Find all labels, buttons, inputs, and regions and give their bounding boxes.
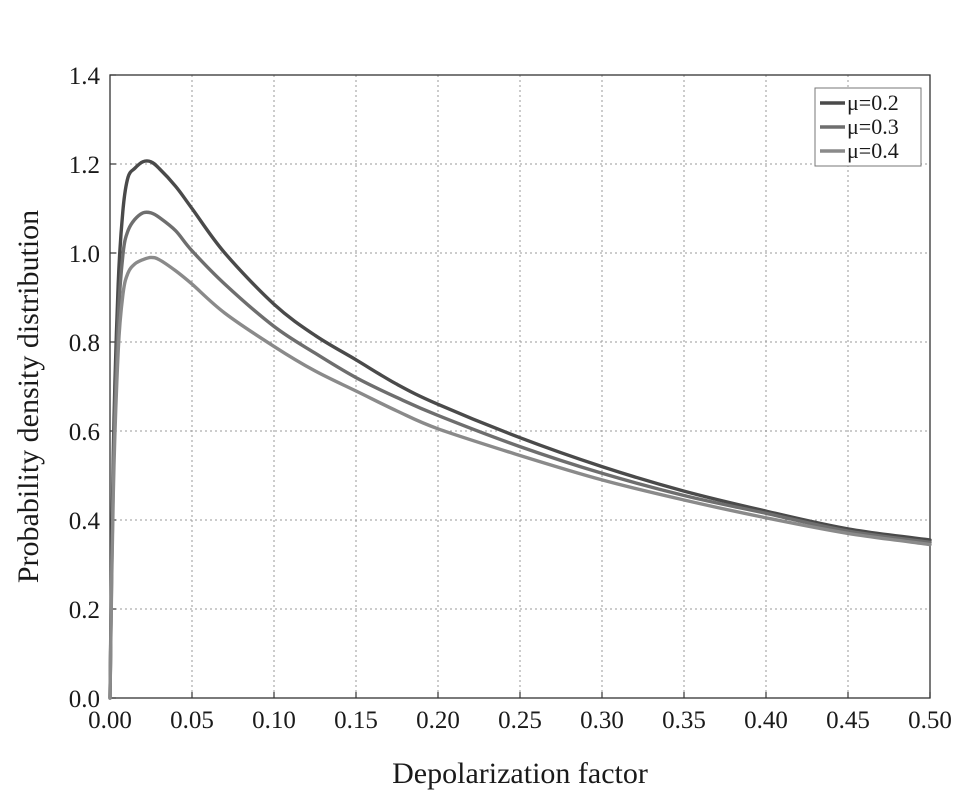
y-tick-label: 0.2 bbox=[69, 597, 100, 624]
y-tick-label: 0.6 bbox=[69, 419, 100, 446]
y-tick-label: 1.4 bbox=[69, 63, 101, 90]
y-tick-label: 0.4 bbox=[69, 508, 101, 535]
legend: μ=0.2μ=0.3μ=0.4 bbox=[814, 87, 922, 167]
legend-label: μ=0.2 bbox=[847, 90, 899, 115]
series-lines bbox=[108, 159, 932, 700]
legend-label: μ=0.3 bbox=[847, 114, 899, 139]
grid bbox=[110, 75, 930, 698]
y-tick-label: 0.0 bbox=[69, 686, 100, 713]
series-line-2 bbox=[108, 210, 932, 700]
x-tick-label: 0.20 bbox=[416, 707, 460, 734]
legend-label: μ=0.4 bbox=[847, 138, 899, 163]
x-tick-label: 0.30 bbox=[580, 707, 624, 734]
x-tick-label: 0.05 bbox=[170, 707, 214, 734]
axis-ticks: 0.00 0.05 0.10 0.15 0.20 0.25 0.30 0.35 0.40 0.45… bbox=[69, 63, 952, 734]
series-line-3 bbox=[108, 255, 932, 700]
x-tick-label: 0.50 bbox=[908, 707, 952, 734]
x-tick-label: 0.00 bbox=[88, 707, 132, 734]
x-tick-label: 0.25 bbox=[498, 707, 542, 734]
x-tick-label: 0.40 bbox=[744, 707, 788, 734]
y-tick-label: 1.2 bbox=[69, 152, 100, 179]
y-tick-label: 0.8 bbox=[69, 330, 100, 357]
x-tick-label: 0.15 bbox=[334, 707, 378, 734]
y-tick-label: 1.0 bbox=[69, 241, 100, 268]
x-axis-title: Depolarization factor bbox=[392, 757, 648, 790]
x-tick-label: 0.45 bbox=[826, 707, 870, 734]
series-line-1 bbox=[108, 159, 932, 700]
x-tick-label: 0.10 bbox=[252, 707, 296, 734]
y-axis-title: Probability density distribution bbox=[12, 210, 45, 583]
x-tick-label: 0.35 bbox=[662, 707, 706, 734]
